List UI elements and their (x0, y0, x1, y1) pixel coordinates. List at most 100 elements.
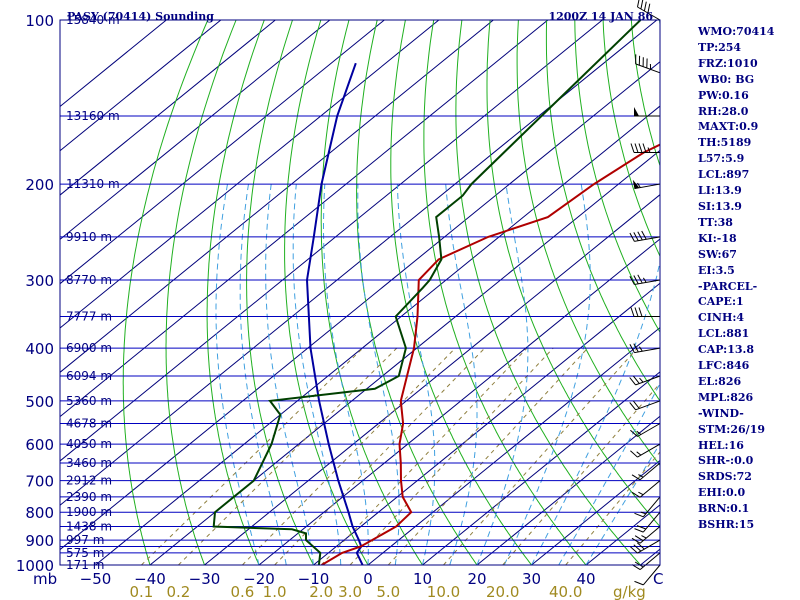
dry-adiabat-line (516, 20, 660, 467)
index-row: L57:5.9 (698, 152, 745, 166)
height-label: 6900 m (66, 341, 112, 355)
height-label: 4050 m (66, 437, 112, 451)
index-row: SRDS:72 (698, 470, 752, 484)
dry-adiabat-line (390, 20, 533, 565)
wind-barb (629, 230, 661, 242)
temperature-tick-label: −10 (298, 570, 330, 588)
height-label: 9910 m (66, 230, 112, 244)
stability-indices-panel: WMO:70414 TP:254 FRZ:1010 WB0: BG PW:0.16 RH:… (698, 24, 798, 533)
mixing-ratio-line (178, 347, 398, 565)
pressure-unit: mb (33, 570, 57, 588)
moist-adiabat-line (292, 184, 342, 565)
mixing-ratio-tick-label: 3.0 (338, 583, 362, 600)
dry-adiabat-line (246, 20, 315, 565)
height-label: 5360 m (66, 394, 112, 408)
mixing-ratio-line (387, 347, 589, 565)
wind-barb (634, 496, 661, 518)
mixing-ratio-line (502, 382, 660, 565)
index-row: CINH:4 (698, 311, 745, 325)
wind-barb (635, 54, 661, 74)
mixing-ratio-unit: g/kg (613, 583, 646, 600)
mixing-ratio-tick-label: 1.0 (263, 583, 287, 600)
wind-barb (630, 443, 661, 458)
mixing-ratio-line (349, 347, 554, 565)
station-title: PASY (70414) Sounding (67, 10, 214, 23)
isotherm-line (95, 105, 660, 565)
height-label: 15840 m (66, 13, 120, 27)
index-row: TT:38 (698, 215, 733, 229)
moist-adiabat-line (265, 184, 314, 565)
dry-adiabat-line (545, 20, 660, 402)
mixing-ratio-line (443, 347, 638, 565)
dewpoint-trace-line (212, 20, 642, 565)
index-row: WMO:70414 (698, 25, 775, 38)
index-row: EHI:0.0 (698, 486, 746, 500)
index-row: HEL:16 (698, 438, 744, 452)
wind-barb (631, 552, 661, 571)
mixing-ratio-tick-label: 0.6 (230, 583, 254, 600)
sounding-datetime: 1200Z 14 JAN 86 (548, 10, 653, 23)
dry-adiabat-line (455, 20, 642, 565)
temp-unit: C (653, 570, 663, 588)
height-label: 7777 m (66, 310, 112, 324)
wind-barb (630, 307, 661, 318)
index-row: LCL:897 (698, 168, 750, 182)
dry-adiabat-line (356, 20, 478, 565)
index-row: -WIND- (698, 406, 744, 420)
index-row: BSHR:15 (698, 518, 755, 532)
height-label: 11310 m (66, 177, 120, 191)
pressure-tick-label: 700 (25, 473, 54, 491)
isotherm-line (60, 61, 660, 551)
index-row: SI:13.9 (698, 199, 742, 213)
index-row: CAPE:1 (698, 295, 744, 309)
pressure-tick-label: 200 (25, 176, 54, 194)
mixing-ratio-tick-label: 2.0 (309, 583, 333, 600)
wind-barb (637, 0, 661, 21)
index-row: EL:826 (698, 374, 742, 388)
pressure-tick-label: 1000 (16, 557, 54, 575)
mixing-ratio-line (274, 347, 486, 565)
moist-adiabat-line (357, 184, 400, 565)
isotherm-line (60, 20, 494, 373)
height-label: 2912 m (66, 474, 112, 488)
wind-barb (634, 511, 661, 533)
mixing-ratio-tick-label: 5.0 (376, 583, 400, 600)
isotherm-line (149, 149, 660, 565)
pressure-tick-label: 300 (25, 272, 54, 290)
mixing-ratio-line (320, 347, 528, 565)
index-row: FRZ:1010 (698, 56, 758, 70)
height-label: 171 m (66, 558, 104, 572)
index-row: EI:3.5 (698, 263, 735, 277)
isotherm-line (60, 20, 549, 418)
mixing-ratio-tick-label: 40.0 (549, 583, 582, 600)
temperature-tick-label: 30 (522, 570, 541, 588)
isotherm-line (313, 282, 660, 565)
isotherm-line (60, 20, 440, 329)
height-label: 575 m (66, 546, 104, 560)
mixing-ratio-tick-label: 0.2 (166, 583, 190, 600)
temperature-tick-label: 10 (413, 570, 432, 588)
height-label: 2390 m (66, 490, 112, 504)
index-row: CAP:13.8 (698, 343, 755, 357)
moist-adiabat-line (239, 184, 287, 565)
isotherm-line (204, 194, 660, 565)
index-row: SHR-:0.0 (698, 454, 754, 468)
height-label: 4678 m (66, 417, 112, 431)
moist-adiabat-line (476, 184, 529, 565)
sounding-traces (212, 20, 660, 565)
dry-adiabat-line (486, 20, 660, 528)
dry-adiabat-line (165, 20, 237, 565)
wind-barb (631, 526, 661, 544)
wind-barb (633, 106, 661, 117)
pressure-tick-label: 600 (25, 436, 54, 454)
index-row: TH:5189 (698, 136, 752, 150)
wind-barb (631, 480, 661, 498)
isotherm-line (60, 20, 331, 241)
dry-adiabat-line (284, 20, 369, 565)
mixing-ratio-tick-label: 0.1 (129, 583, 153, 600)
isotherm-line (60, 20, 222, 152)
index-row: BRN:0.1 (698, 502, 750, 516)
dry-adiabat-line (206, 20, 265, 565)
index-row: MPL:826 (698, 390, 754, 404)
